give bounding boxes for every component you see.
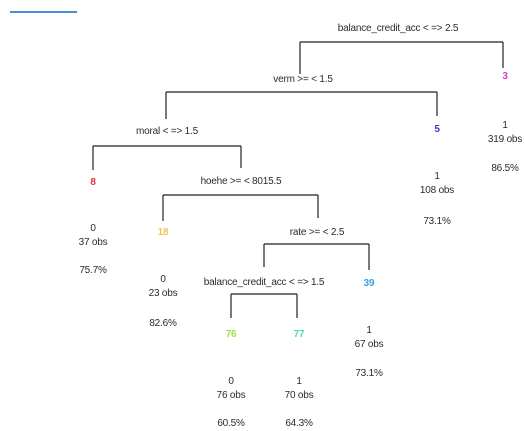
leaf-percentage: 73.1% xyxy=(423,216,451,227)
leaf-class-label: 1 xyxy=(434,171,440,182)
leaf-obs-count: 70 obs xyxy=(284,390,314,401)
leaf-node-id: 39 xyxy=(363,278,375,289)
leaf-node-id: 5 xyxy=(434,124,440,135)
leaf-class-label: 1 xyxy=(296,376,302,387)
leaf-obs-count: 23 obs xyxy=(148,288,178,299)
leaf-percentage: 86.5% xyxy=(491,163,519,174)
leaf-obs-count: 37 obs xyxy=(78,237,108,248)
leaf-obs-count: 319 obs xyxy=(487,134,523,145)
leaf-percentage: 75.7% xyxy=(79,265,107,276)
split-label-moral: moral < => 1.5 xyxy=(136,126,198,137)
edge-group xyxy=(92,41,504,318)
leaf-percentage: 73.1% xyxy=(355,368,383,379)
leaf-node-id: 76 xyxy=(225,329,237,340)
split-label-balance: balance_credit_acc < => 1.5 xyxy=(203,277,325,288)
leaf-class-label: 0 xyxy=(228,376,234,387)
leaf-obs-count: 108 obs xyxy=(419,185,455,196)
split-label-verm: verm >= < 1.5 xyxy=(273,74,333,85)
leaf-class-label: 1 xyxy=(502,120,508,131)
leaf-class-label: 0 xyxy=(90,223,96,234)
leaf-class-label: 1 xyxy=(366,325,372,336)
split-label-root: balance_credit_acc < => 2.5 xyxy=(337,23,459,34)
leaf-percentage: 64.3% xyxy=(285,418,313,429)
leaf-class-label: 0 xyxy=(160,274,166,285)
leaf-obs-count: 67 obs xyxy=(354,339,384,350)
leaf-percentage: 82.6% xyxy=(149,318,177,329)
leaf-node-id: 8 xyxy=(90,177,96,188)
leaf-node-id: 77 xyxy=(293,329,305,340)
split-label-hoehe: hoehe >= < 8015.5 xyxy=(200,176,282,187)
leaf-obs-count: 76 obs xyxy=(216,390,246,401)
leaf-node-id: 3 xyxy=(502,71,508,82)
split-label-rate: rate >= < 2.5 xyxy=(289,227,345,238)
leaf-node-id: 18 xyxy=(157,227,169,238)
leaf-percentage: 60.5% xyxy=(217,418,245,429)
